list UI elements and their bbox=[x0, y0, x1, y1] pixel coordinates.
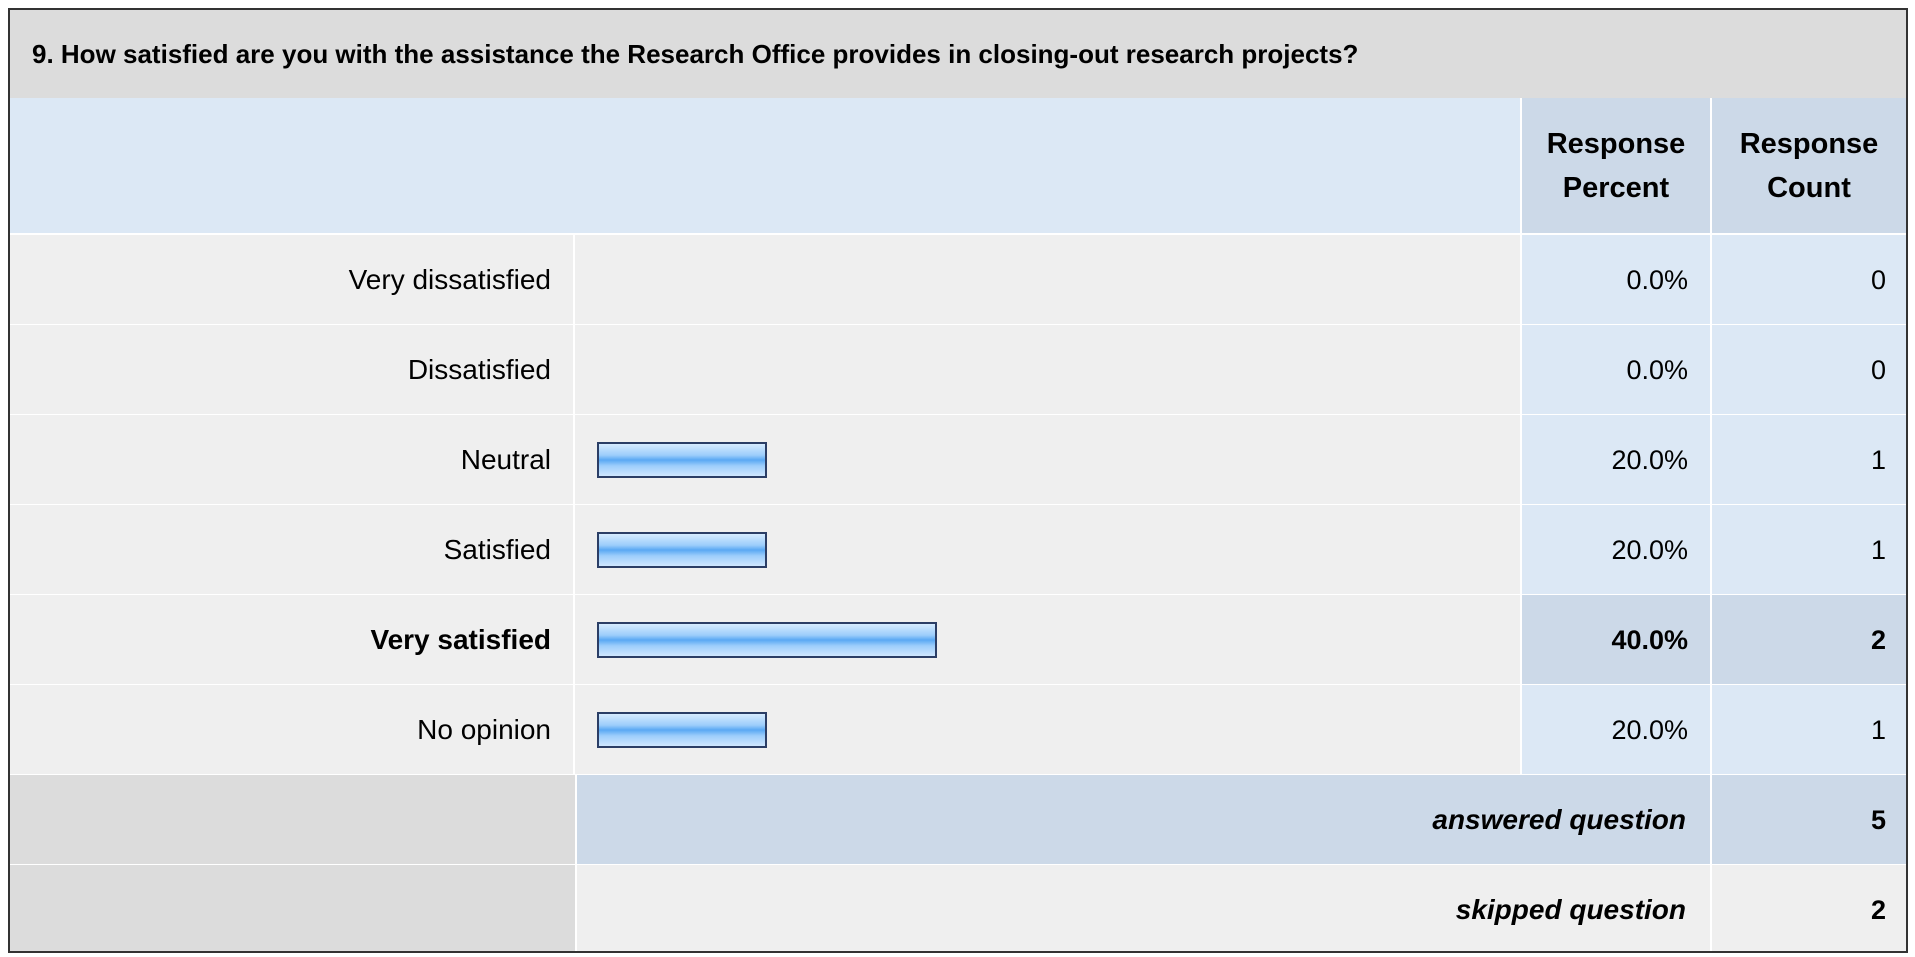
bar-cell bbox=[575, 235, 1520, 325]
answer-label: Very dissatisfied bbox=[10, 235, 575, 325]
bar-cell bbox=[575, 505, 1520, 595]
response-percent-header: Response Percent bbox=[1520, 98, 1710, 233]
answer-row: Very satisfied 40.0% 2 bbox=[10, 594, 1906, 685]
response-percent: 0.0% bbox=[1520, 325, 1710, 415]
skipped-question-row: skipped question 2 bbox=[10, 864, 1906, 951]
answered-question-count: 5 bbox=[1710, 775, 1906, 865]
bar-cell bbox=[575, 325, 1520, 415]
percent-bar bbox=[597, 442, 767, 478]
skipped-question-label: skipped question bbox=[575, 865, 1710, 951]
answer-row: Satisfied 20.0% 1 bbox=[10, 504, 1906, 595]
answer-label: Very satisfied bbox=[10, 595, 575, 685]
response-percent: 0.0% bbox=[1520, 235, 1710, 325]
bar-cell bbox=[575, 415, 1520, 505]
response-count-header: Response Count bbox=[1710, 98, 1906, 233]
answer-row: Neutral 20.0% 1 bbox=[10, 414, 1906, 505]
answer-row: Very dissatisfied 0.0% 0 bbox=[10, 234, 1906, 325]
response-percent: 40.0% bbox=[1520, 595, 1710, 685]
question-title: 9. How satisfied are you with the assist… bbox=[32, 38, 1359, 69]
count-header-line1: Response bbox=[1739, 127, 1879, 160]
response-percent: 20.0% bbox=[1520, 505, 1710, 595]
answer-row: No opinion 20.0% 1 bbox=[10, 684, 1906, 775]
bar-cell bbox=[575, 685, 1520, 775]
response-percent: 20.0% bbox=[1520, 415, 1710, 505]
percent-bar bbox=[597, 532, 767, 568]
answer-label: Neutral bbox=[10, 415, 575, 505]
response-count: 1 bbox=[1710, 415, 1906, 505]
count-header-line2: Count bbox=[1767, 171, 1851, 204]
response-count: 0 bbox=[1710, 235, 1906, 325]
answer-row: Dissatisfied 0.0% 0 bbox=[10, 324, 1906, 415]
response-count: 1 bbox=[1710, 685, 1906, 775]
percent-header-line2: Percent bbox=[1562, 171, 1670, 204]
percent-bar bbox=[597, 712, 767, 748]
question-title-row: 9. How satisfied are you with the assist… bbox=[10, 10, 1906, 99]
percent-header-line1: Response bbox=[1546, 127, 1686, 160]
answer-label: No opinion bbox=[10, 685, 575, 775]
response-count: 2 bbox=[1710, 595, 1906, 685]
bar-cell bbox=[575, 595, 1520, 685]
answer-label: Dissatisfied bbox=[10, 325, 575, 415]
survey-results-table: 9. How satisfied are you with the assist… bbox=[8, 8, 1908, 953]
response-count: 0 bbox=[1710, 325, 1906, 415]
answer-label: Satisfied bbox=[10, 505, 575, 595]
skipped-question-count: 2 bbox=[1710, 865, 1906, 951]
percent-bar bbox=[597, 622, 937, 658]
header-row: Response Percent Response Count bbox=[10, 98, 1906, 234]
response-percent: 20.0% bbox=[1520, 685, 1710, 775]
answered-question-row: answered question 5 bbox=[10, 774, 1906, 865]
response-count: 1 bbox=[1710, 505, 1906, 595]
answered-question-label: answered question bbox=[575, 775, 1710, 865]
